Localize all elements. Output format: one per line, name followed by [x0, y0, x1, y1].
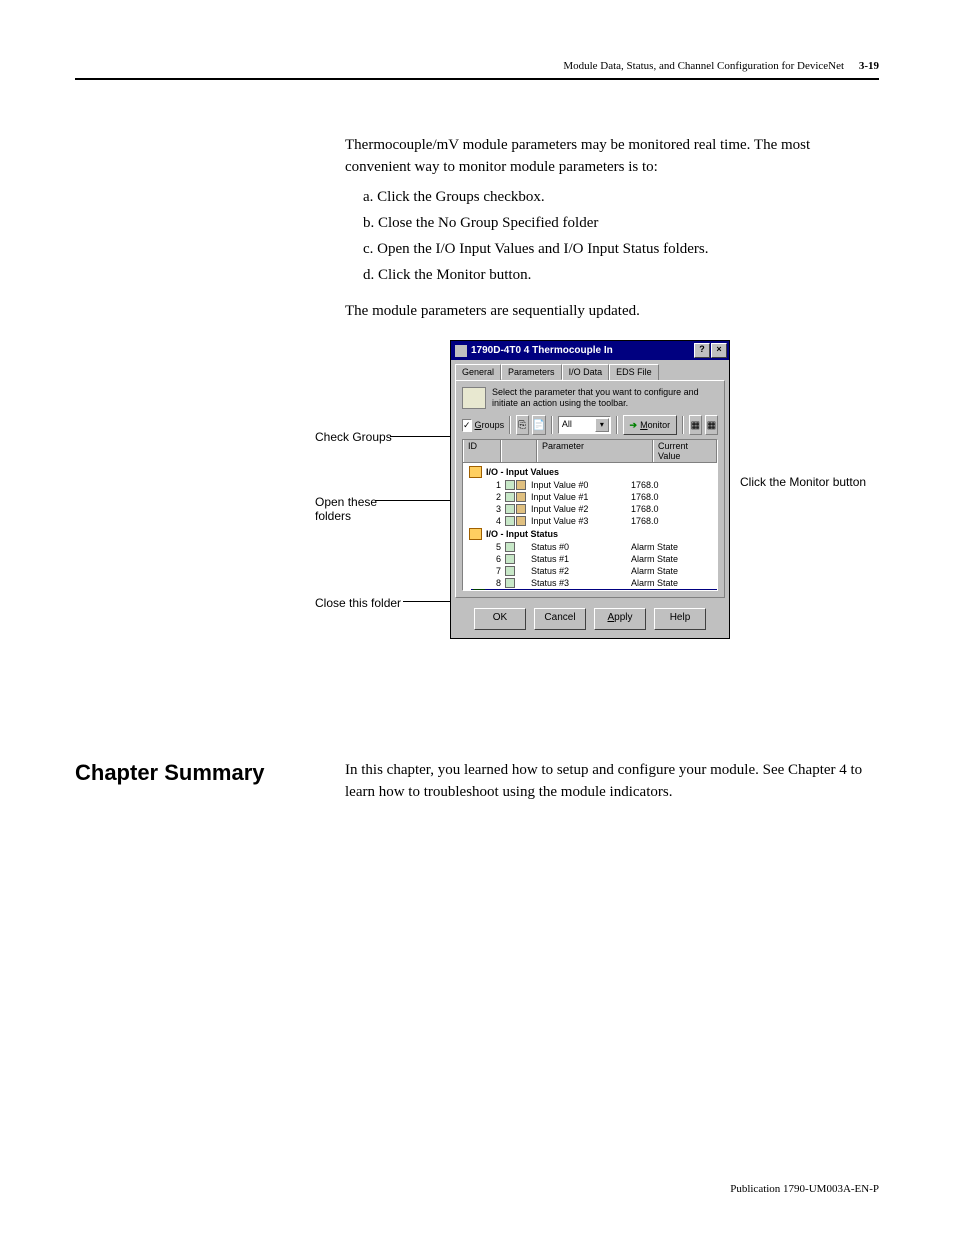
toolbar-icon[interactable]: ▦ — [689, 415, 702, 435]
step-d: d. Click the Monitor button. — [363, 263, 879, 287]
publication-footer: Publication 1790-UM003A-EN-P — [730, 1183, 879, 1195]
table-row[interactable]: 4 Input Value #3 1768.0 — [467, 515, 717, 527]
table-row[interactable]: 3 Input Value #2 1768.0 — [467, 503, 717, 515]
tab-parameters[interactable]: Parameters — [501, 364, 562, 380]
intro-paragraph-2: The module parameters are sequentially u… — [345, 301, 879, 323]
callout-line — [375, 500, 450, 501]
header-page-number: 3-19 — [859, 60, 879, 72]
arrow-right-icon: ➔ — [630, 420, 638, 431]
dialog-figure: Check Groups Open these folders Close th… — [75, 340, 879, 690]
ok-button[interactable]: OK — [474, 608, 526, 630]
dialog-icon — [455, 345, 467, 357]
table-row[interactable]: 2 Input Value #1 1768.0 — [467, 491, 717, 503]
col-parameter: Parameter — [537, 440, 653, 462]
tab-row: General Parameters I/O Data EDS File — [451, 360, 729, 380]
toolbar: ✓ Groups ⎘ 📄 All ➔ Monitor ▦ ▦ — [462, 415, 718, 435]
list-header: ID Parameter Current Value — [463, 440, 717, 463]
col-icons — [501, 440, 537, 462]
monitor-button[interactable]: ➔ Monitor — [623, 415, 678, 435]
step-c: c. Open the I/O Input Values and I/O Inp… — [363, 237, 879, 261]
table-row[interactable]: 7 Status #2 Alarm State — [467, 565, 717, 577]
table-row[interactable]: 1 Input Value #0 1768.0 — [467, 479, 717, 491]
callout-line — [403, 601, 450, 602]
callout-open-folders-l2: folders — [315, 509, 377, 523]
col-current-value: Current Value — [653, 440, 717, 462]
groups-label: Groups — [475, 420, 505, 430]
step-a: a. Click the Groups checkbox. — [363, 185, 879, 209]
help-button[interactable]: Help — [654, 608, 706, 630]
folder-open-icon — [469, 466, 482, 478]
parameters-dialog: 1790D-4T0 4 Thermocouple In ? × General … — [450, 340, 730, 639]
tab-general[interactable]: General — [455, 364, 501, 380]
group-no-group-specified[interactable]: <No Group Specified> — [471, 589, 717, 591]
callout-open-folders: Open these folders — [315, 495, 377, 523]
dialog-title: 1790D-4T0 4 Thermocouple In — [471, 345, 613, 356]
table-row[interactable]: 6 Status #1 Alarm State — [467, 553, 717, 565]
folder-open-icon — [469, 528, 482, 540]
group-input-status[interactable]: I/O - Input Status — [467, 527, 717, 541]
hint-icon — [462, 387, 486, 409]
dialog-titlebar[interactable]: 1790D-4T0 4 Thermocouple In ? × — [451, 341, 729, 360]
cancel-button[interactable]: Cancel — [534, 608, 586, 630]
chapter-summary-body: In this chapter, you learned how to setu… — [345, 760, 879, 804]
hint-text: Select the parameter that you want to co… — [492, 387, 718, 409]
groups-checkbox[interactable]: ✓ — [462, 419, 472, 432]
step-b: b. Close the No Group Specified folder — [363, 211, 879, 235]
callout-line — [390, 436, 450, 437]
header-chapter: Module Data, Status, and Channel Configu… — [563, 60, 844, 72]
callout-close-folder: Close this folder — [315, 596, 401, 610]
toolbar-icon[interactable]: ⎘ — [516, 415, 529, 435]
dialog-button-row: OK Cancel Apply Help — [451, 602, 729, 638]
callout-check-groups: Check Groups — [315, 430, 392, 444]
page-header: Module Data, Status, and Channel Configu… — [75, 60, 879, 72]
toolbar-icon[interactable]: ▦ — [705, 415, 718, 435]
callout-open-folders-l1: Open these — [315, 495, 377, 509]
table-row[interactable]: 8 Status #3 Alarm State — [467, 577, 717, 589]
callout-click-monitor: Click the Monitor button — [740, 475, 866, 489]
col-id: ID — [463, 440, 501, 462]
tab-eds-file[interactable]: EDS File — [609, 364, 659, 380]
chapter-summary-heading: Chapter Summary — [75, 760, 345, 804]
folder-closed-icon — [473, 589, 485, 591]
tab-io-data[interactable]: I/O Data — [562, 364, 610, 380]
help-icon[interactable]: ? — [694, 343, 710, 358]
intro-paragraph-1: Thermocouple/mV module parameters may be… — [345, 135, 879, 179]
step-list: a. Click the Groups checkbox. b. Close t… — [363, 185, 879, 287]
table-row[interactable]: 5 Status #0 Alarm State — [467, 541, 717, 553]
header-rule — [75, 78, 879, 80]
parameter-list[interactable]: ID Parameter Current Value I/O - Input V… — [462, 439, 718, 591]
group-input-values[interactable]: I/O - Input Values — [467, 465, 717, 479]
tab-panel: Select the parameter that you want to co… — [455, 380, 725, 598]
toolbar-icon[interactable]: 📄 — [532, 415, 546, 435]
apply-button[interactable]: Apply — [594, 608, 646, 630]
filter-combo[interactable]: All — [558, 416, 611, 434]
close-icon[interactable]: × — [711, 343, 727, 358]
